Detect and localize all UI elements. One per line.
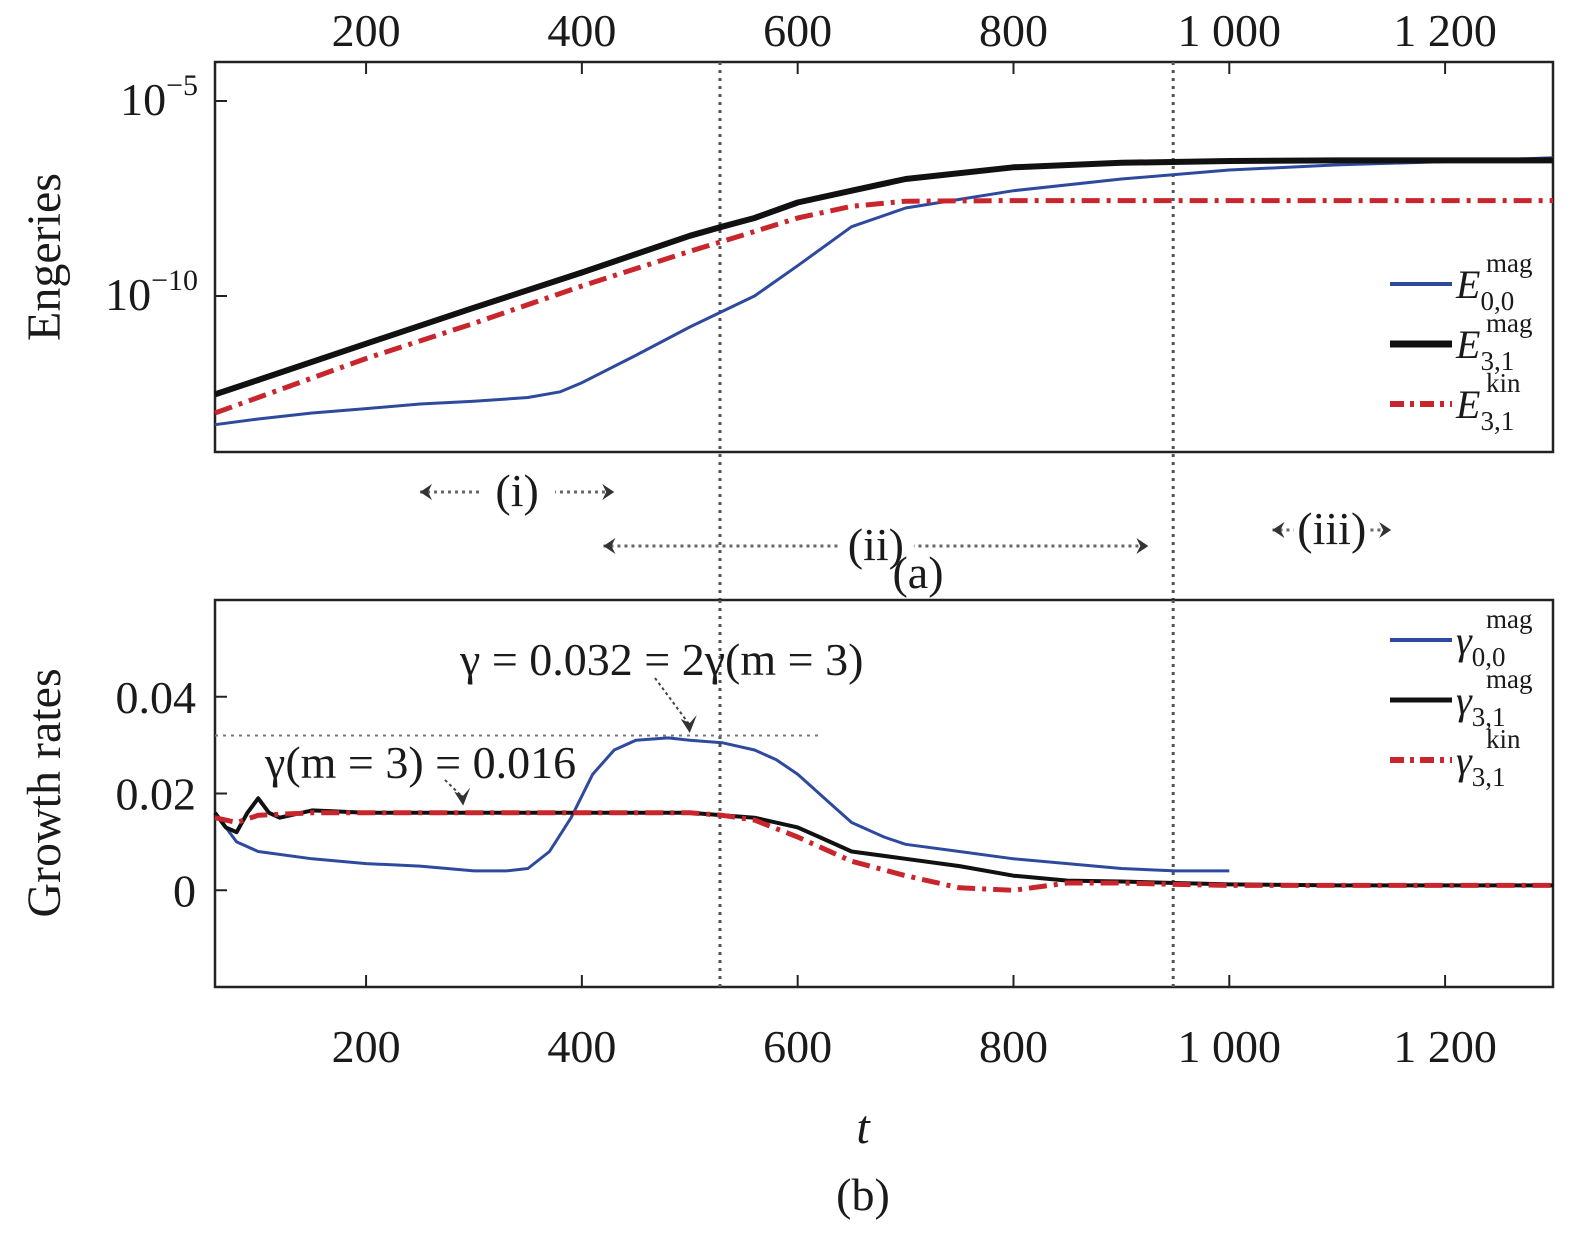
panel-a-y-tick-label: 10−10	[105, 264, 198, 320]
y-tick-base: 10	[120, 74, 166, 125]
legend-superscript: kin	[1486, 724, 1521, 754]
panel-a-series	[214, 156, 1554, 427]
panel-b-x-ticks: 200 400 600 800 1 000 1 200	[332, 975, 1497, 1072]
panel-a-x-tick-label: 600	[763, 5, 832, 56]
panel-a-x-tick-label: 1 000	[1178, 5, 1282, 56]
phase-label-bg	[837, 516, 914, 560]
legend-subscript: 0,0	[1472, 642, 1506, 672]
panel-a-series-line-0	[214, 156, 1554, 427]
panel-a-series-line-2	[214, 198, 1553, 416]
y-tick-exponent: −5	[166, 69, 198, 102]
panel-b-y-axis-label: Growth rates	[18, 668, 71, 917]
panel-b-x-axis-label: t	[856, 1101, 871, 1154]
panel-a-x-ticks: 200 400 600 800 1 000 1 200	[332, 5, 1497, 74]
y-tick-base: 10	[105, 269, 151, 320]
panel-b-y-tick-label: 0	[173, 865, 196, 916]
legend-symbol: γ	[1456, 678, 1473, 723]
legend-superscript: mag	[1486, 664, 1533, 694]
legend-subscript: 3,1	[1480, 346, 1514, 376]
annotation-arrow-line	[444, 779, 464, 799]
phase-arrow-left	[603, 538, 616, 554]
panel-b-x-tick-label: 600	[763, 1021, 832, 1072]
phase-label-bg	[1293, 500, 1370, 544]
phase-label-bg	[479, 462, 556, 506]
panel-b-y-tick-label: 0.04	[116, 672, 197, 723]
panel-a-x-tick-label: 1 200	[1393, 5, 1497, 56]
panel-b-y-ticks: 0 0.02 0.04	[116, 672, 227, 916]
panel-a-x-tick-label: 200	[332, 5, 401, 56]
phase-arrow-left	[420, 484, 433, 500]
panel-b-x-tick-label: 1 200	[1393, 1021, 1497, 1072]
panel-b-series-line-1	[213, 796, 1553, 888]
panel-b-frame	[213, 598, 1555, 989]
panel-b-x-tick-label: 1 000	[1178, 1021, 1282, 1072]
phase-indicators: (i) (ii) (iii)	[420, 462, 1392, 570]
annotation-arrow-head	[454, 787, 471, 806]
panel-b-annotation: γ = 0.032 = 2γ(m = 3)	[459, 634, 863, 685]
panel-b-growth-rates: 200 400 600 800 1 000 1 200 0 0.02 0.04 γ = 0.0…	[18, 598, 1555, 1154]
phase-label: (iii)	[1297, 503, 1366, 554]
legend-label: E3,1	[1455, 382, 1514, 436]
legend-label: γ3,1	[1456, 738, 1506, 792]
panel-a-x-tick-label: 400	[547, 5, 616, 56]
annotation-arrow-head	[680, 715, 697, 734]
y-tick-exponent: −10	[151, 264, 198, 297]
phase-arrow-left	[1272, 522, 1285, 538]
panel-b-annotations: γ = 0.032 = 2γ(m = 3) γ(m = 3) = 0.016	[264, 634, 863, 806]
panel-b-label: (b)	[836, 1169, 890, 1220]
panel-a-y-tick-label: 10−5	[120, 69, 198, 125]
legend-subscript: 0,0	[1480, 286, 1514, 316]
panel-b-x-tick-label: 200	[332, 1021, 401, 1072]
legend-symbol: γ	[1456, 618, 1473, 663]
legend-symbol: γ	[1456, 738, 1473, 783]
panel-a-x-tick-label: 800	[979, 5, 1048, 56]
legend-symbol: E	[1455, 262, 1480, 307]
legend-superscript: mag	[1486, 308, 1533, 338]
panel-b-x-tick-label: 800	[979, 1021, 1048, 1072]
legend-superscript: mag	[1486, 604, 1533, 634]
phase-label: (ii)	[848, 519, 904, 570]
phase-arrow-right	[1379, 522, 1392, 538]
panel-b-y-tick-label: 0.02	[116, 769, 197, 820]
panel-b-annotation: γ(m = 3) = 0.016	[264, 737, 576, 788]
legend-superscript: mag	[1486, 248, 1533, 278]
panel-a-phase-boundaries	[718, 62, 1175, 600]
panel-a-label: (a)	[892, 547, 943, 598]
phase-arrow-right	[602, 484, 615, 500]
panel-a-y-axis-label: Engeries	[18, 173, 71, 341]
legend-label: E0,0	[1455, 262, 1514, 316]
panel-b-x-tick-label: 400	[547, 1021, 616, 1072]
phase-label: (i)	[495, 465, 538, 516]
phase-arrow-right	[1136, 538, 1149, 554]
legend-subscript: 3,1	[1480, 406, 1514, 436]
legend-superscript: kin	[1486, 368, 1521, 398]
legend-label: γ0,0	[1456, 618, 1506, 672]
panel-b-series-line-0	[213, 736, 1230, 873]
panel-b-phase-boundaries	[718, 600, 1175, 987]
panel-a-series-line-1	[214, 157, 1553, 398]
legend-subscript: 3,1	[1472, 762, 1506, 792]
panel-b-series	[213, 736, 1553, 893]
legend-subscript: 3,1	[1472, 702, 1506, 732]
panel-b-series-line-2	[214, 810, 1553, 893]
legend-label: γ3,1	[1456, 678, 1506, 732]
legend-symbol: E	[1455, 382, 1480, 427]
annotation-arrow-line	[654, 677, 691, 726]
panel-a-frame	[213, 60, 1555, 454]
legend-symbol: E	[1455, 322, 1480, 367]
legend-label: E3,1	[1455, 322, 1514, 376]
